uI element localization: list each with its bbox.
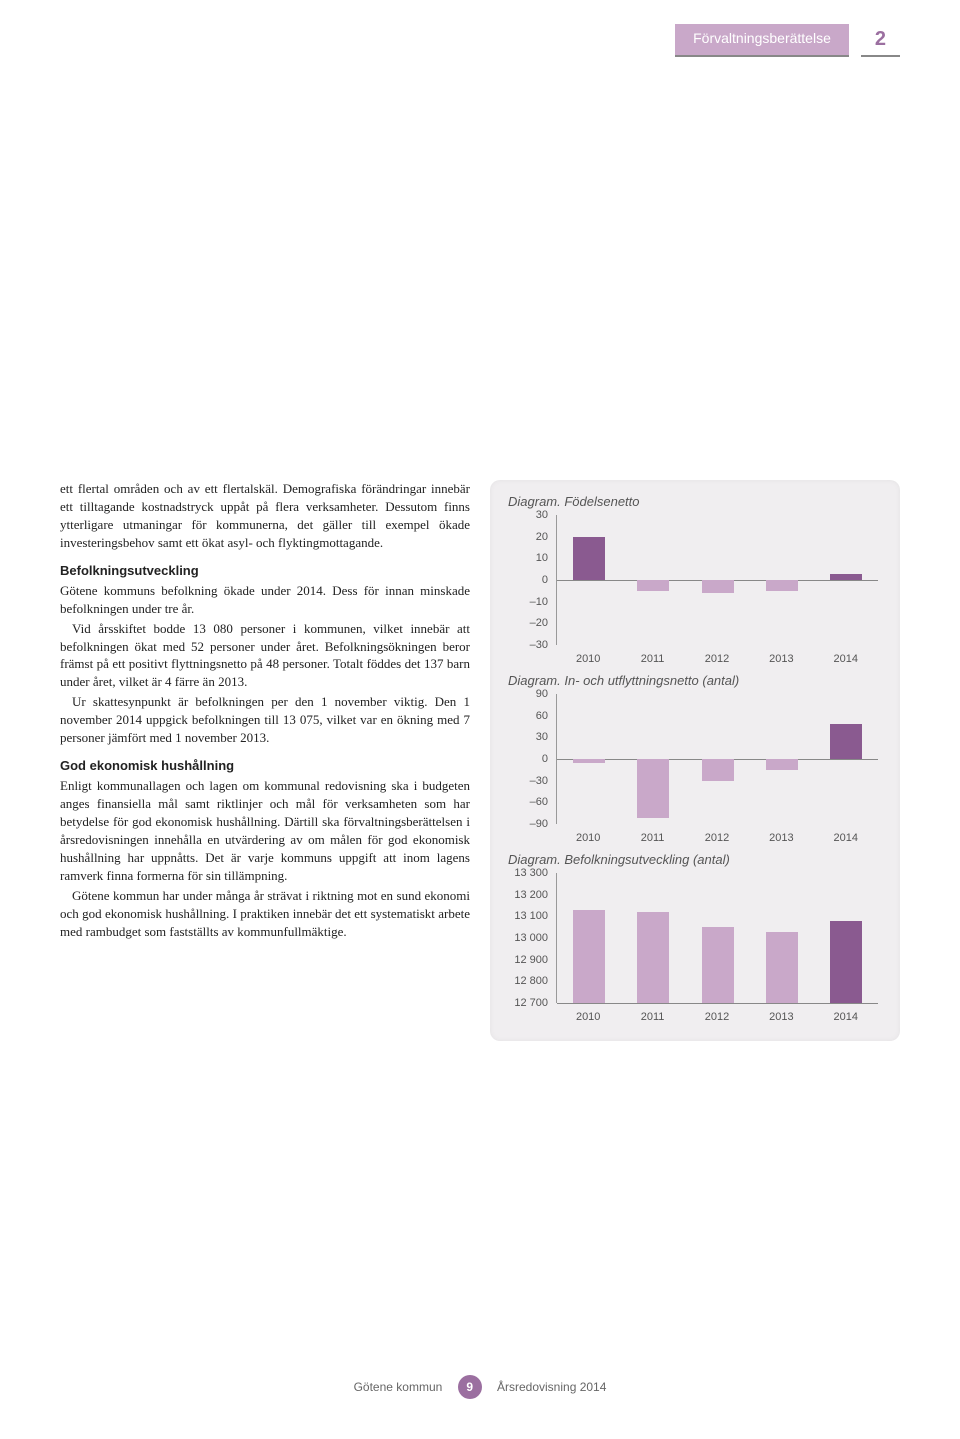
chart-bar [766, 759, 798, 770]
chart-bar [830, 921, 862, 1003]
footer-left: Götene kommun [354, 1380, 443, 1394]
y-tick-label: 12 900 [514, 954, 548, 966]
text-column: ett flertal områden och av ett flertalsk… [60, 480, 470, 1041]
chart-bar [637, 580, 669, 591]
section-number: 2 [861, 24, 900, 57]
y-tick-label: –90 [530, 818, 548, 830]
chart-bar [830, 574, 862, 581]
y-tick-label: 60 [536, 710, 548, 722]
y-tick-label: 13 300 [514, 867, 548, 879]
x-tick-label: 2014 [834, 653, 858, 665]
x-tick-label: 2011 [641, 653, 665, 665]
chart-bar [830, 724, 862, 759]
x-tick-label: 2014 [834, 832, 858, 844]
y-tick-label: 12 700 [514, 997, 548, 1009]
y-tick-label: 13 000 [514, 932, 548, 944]
x-tick-label: 2012 [705, 1011, 729, 1023]
y-tick-label: 20 [536, 531, 548, 543]
charts-column: Diagram. Födelsenetto 3020100–10–20–3020… [490, 480, 900, 1041]
y-tick-label: 10 [536, 552, 548, 564]
y-tick-label: 0 [542, 574, 548, 586]
x-tick-label: 2011 [641, 1011, 665, 1023]
chart-bar [702, 580, 734, 593]
footer-right: Årsredovisning 2014 [497, 1380, 606, 1394]
x-tick-label: 2013 [769, 832, 793, 844]
paragraph: Enligt kommunallagen och lagen om kommun… [60, 777, 470, 885]
chart-bar [573, 759, 605, 763]
chart-bar [573, 910, 605, 1003]
chart-bar [573, 537, 605, 580]
y-tick-label: 13 200 [514, 889, 548, 901]
chart-title-2: Diagram. In- och utflyttningsnetto (anta… [508, 673, 882, 688]
heading-ekonomi: God ekonomisk hushållning [60, 757, 470, 775]
paragraph: Götene kommuns befolkning ökade under 20… [60, 582, 470, 618]
y-tick-label: 13 100 [514, 910, 548, 922]
y-tick-label: 30 [536, 731, 548, 743]
page-number-badge: 9 [458, 1375, 482, 1399]
chart-bar [766, 932, 798, 1003]
header-tab: Förvaltningsberättelse 2 [675, 24, 900, 57]
y-tick-label: –10 [530, 596, 548, 608]
main-content: ett flertal områden och av ett flertalsk… [60, 480, 900, 1041]
x-tick-label: 2011 [641, 832, 665, 844]
chart-bar [766, 580, 798, 591]
section-label: Förvaltningsberättelse [675, 24, 849, 57]
x-tick-label: 2010 [576, 1011, 600, 1023]
paragraph: Ur skattesynpunkt är befolkningen per de… [60, 693, 470, 747]
y-tick-label: –60 [530, 796, 548, 808]
chart-bar [702, 759, 734, 781]
chart-flyttningsnetto: 9060300–30–60–9020102011201220132014 [508, 694, 882, 844]
x-tick-label: 2012 [705, 653, 729, 665]
y-tick-label: –20 [530, 617, 548, 629]
y-tick-label: –30 [530, 775, 548, 787]
chart-fodelsenetto: 3020100–10–20–3020102011201220132014 [508, 515, 882, 665]
y-tick-label: 90 [536, 688, 548, 700]
x-tick-label: 2010 [576, 653, 600, 665]
x-tick-label: 2010 [576, 832, 600, 844]
page-footer: Götene kommun 9 Årsredovisning 2014 [0, 1375, 960, 1399]
x-tick-label: 2012 [705, 832, 729, 844]
paragraph: Götene kommun har under många år strävat… [60, 887, 470, 941]
paragraph: Vid årsskiftet bodde 13 080 personer i k… [60, 620, 470, 692]
y-tick-label: 12 800 [514, 975, 548, 987]
chart-panel: Diagram. Födelsenetto 3020100–10–20–3020… [490, 480, 900, 1041]
y-tick-label: 0 [542, 753, 548, 765]
y-tick-label: 30 [536, 509, 548, 521]
chart-bar [637, 759, 669, 818]
y-tick-label: –30 [530, 639, 548, 651]
x-tick-label: 2013 [769, 653, 793, 665]
chart-title-1: Diagram. Födelsenetto [508, 494, 882, 509]
chart-title-3: Diagram. Befolkningsutveckling (antal) [508, 852, 882, 867]
chart-bar [702, 927, 734, 1003]
x-tick-label: 2013 [769, 1011, 793, 1023]
chart-befolkning: 13 30013 20013 10013 00012 90012 80012 7… [508, 873, 882, 1023]
paragraph: ett flertal områden och av ett flertalsk… [60, 480, 470, 552]
heading-befolkning: Befolkningsutveckling [60, 562, 470, 580]
chart-bar [637, 912, 669, 1003]
x-tick-label: 2014 [834, 1011, 858, 1023]
